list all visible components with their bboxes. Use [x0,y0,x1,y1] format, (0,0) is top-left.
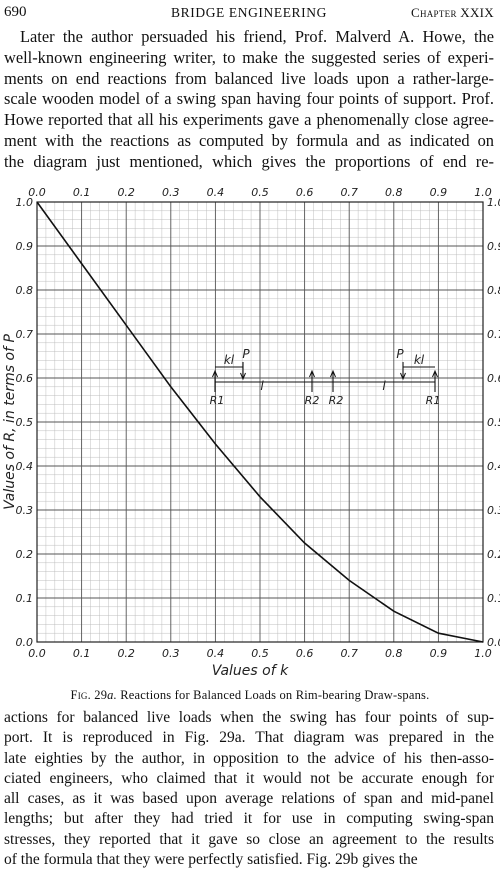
page-number: 690 [4,4,27,20]
inset-label-r2: R2 [329,394,344,407]
y-tick-label-left: 0.6 [16,372,34,385]
x-tick-label-bottom: 0.0 [28,647,46,660]
y-tick-label-right: 0.4 [487,460,500,473]
x-tick-label-top: 0.7 [340,186,358,199]
x-tick-label-bottom: 0.3 [162,647,180,660]
x-tick-label-bottom: 0.6 [296,647,314,660]
paragraph-line: stresses, they reported that it gave so … [4,830,494,848]
paragraph-line: ciated engineers, who claimed that it wo… [4,769,494,787]
y-tick-label-right: 0.0 [487,636,500,649]
top-paragraph: Later the author persuaded his friend, P… [4,27,494,173]
x-tick-label-bottom: 0.5 [251,647,269,660]
caption-text: Reactions for Balanced Loads on Rim-bear… [120,688,430,702]
x-tick-label-bottom: 0.2 [117,647,135,660]
inset-label-kl: kl [414,353,425,367]
x-tick-label-top: 0.5 [251,186,269,199]
paragraph-line: well-known engineering writer, to make t… [4,47,494,67]
load-arrowhead [240,372,246,381]
y-tick-label-left: 0.5 [16,416,34,429]
x-tick-label-bottom: 0.7 [340,647,358,660]
y-tick-label-left: 0.4 [16,460,34,473]
paragraph-line: actions for balanced live loads when the… [4,709,494,726]
y-tick-label-left: 0.0 [16,636,34,649]
paragraph-line: scale wooden model of a swing span havin… [4,89,494,109]
paragraph-line: ment with the reactions as computed by f… [4,130,494,150]
caption-label: Fig. 29 [70,688,108,702]
x-tick-label-bottom: 1.0 [474,647,492,660]
paragraph-line: late eighties by the author, in oppositi… [4,749,494,767]
y-tick-label-right: 0.2 [487,548,500,561]
y-axis-label: Values of R, in terms of P [2,334,18,510]
x-tick-label-bottom: 0.1 [73,647,91,660]
reaction-arrowhead [330,369,336,378]
paragraph-line: port. It is reproduced in Fig. 29a. That… [4,729,494,747]
reaction-arrowhead [432,369,438,378]
x-tick-label-top: 0.4 [207,186,225,199]
figure-29a: 0.0 0.0 0.1 0.1 0.2 0.2 0.3 0.3 0.4 0.4 0.5 0.5 0.6 0… [0,142,500,687]
running-head: 690 BRIDGE ENGINEERING Chapter XXIX [4,4,494,24]
running-title: BRIDGE ENGINEERING [171,5,327,20]
inset-label-r1: R1 [426,394,441,407]
reaction-arrowhead [212,369,218,378]
y-tick-label-right: 0.5 [487,416,500,429]
load-arrowhead [400,372,406,381]
chart-grid-major [36,201,484,643]
x-tick-label-bottom: 0.8 [385,647,403,660]
inset-label-r1: R1 [210,394,225,407]
paragraph-line: ments on end reactions from balanced liv… [4,68,494,88]
x-tick-label-bottom: 0.4 [207,647,225,660]
y-tick-label-right: 0.3 [487,504,500,517]
x-tick-label-top: 0.9 [430,186,448,199]
inset-label-p: P [242,347,250,361]
x-tick-label-bottom: 0.9 [430,647,448,660]
y-tick-label-right: 0.6 [487,372,500,385]
inset-label-p: P [396,347,404,361]
caption-label-suffix: a. [107,688,117,702]
y-tick-label-left: 0.3 [16,504,34,517]
paragraph-line: of the formula that they were perfectly … [4,851,418,869]
y-tick-label-right: 0.9 [487,240,500,253]
paragraph-line: all cases, as it was based upon average … [4,790,494,808]
y-tick-label-left: 0.1 [16,592,34,605]
y-tick-label-right: 1.0 [487,196,500,209]
chapter-label: Chapter XXIX [410,5,494,20]
x-tick-label-top: 0.6 [296,186,314,199]
y-tick-label-right: 0.8 [487,284,500,297]
x-tick-label-top: 0.1 [73,186,91,199]
x-tick-label-top: 1.0 [474,186,492,199]
inset-label-l: l [260,379,264,393]
paragraph-line: Later the author persuaded his friend, P… [20,27,494,46]
y-tick-label-right: 0.1 [487,592,500,605]
paragraph-line: the diagram just mentioned, which gives … [4,151,494,171]
span-inset-diagram: kl kl P Pl l R1 R2 R2 R1 [210,347,441,407]
y-tick-label-left: 0.9 [16,240,34,253]
reaction-chart: 0.00.00.10.10.20.20.30.30.40.40.50.50.60… [2,186,500,679]
reaction-curve [36,201,484,643]
figure-caption: Fig. 29a. Reactions for Balanced Loads o… [0,688,500,703]
y-tick-label-left: 1.0 [16,196,34,209]
x-tick-label-top: 0.8 [385,186,403,199]
tick-labels: 0.00.00.10.10.20.20.30.30.40.40.50.50.60… [16,186,500,660]
inset-label-l: l [382,379,386,393]
reaction-arrowhead [309,369,315,378]
y-tick-label-right: 0.7 [487,328,500,341]
x-axis-label: Values of k [212,663,289,679]
x-tick-label-top: 0.3 [162,186,180,199]
paragraph-line: Howe reported that all his experiments g… [4,110,494,130]
inset-label-kl: kl [224,353,235,367]
inset-label-r2: R2 [305,394,320,407]
y-tick-label-left: 0.7 [16,328,34,341]
bottom-paragraph: actions for balanced live loads when the… [4,708,494,870]
x-tick-label-top: 0.0 [28,186,46,199]
y-tick-label-left: 0.2 [16,548,34,561]
paragraph-line: lengths; but after they had tried it for… [4,810,494,828]
plot-frame [36,201,484,643]
y-tick-label-left: 0.8 [16,284,34,297]
x-tick-label-top: 0.2 [117,186,135,199]
